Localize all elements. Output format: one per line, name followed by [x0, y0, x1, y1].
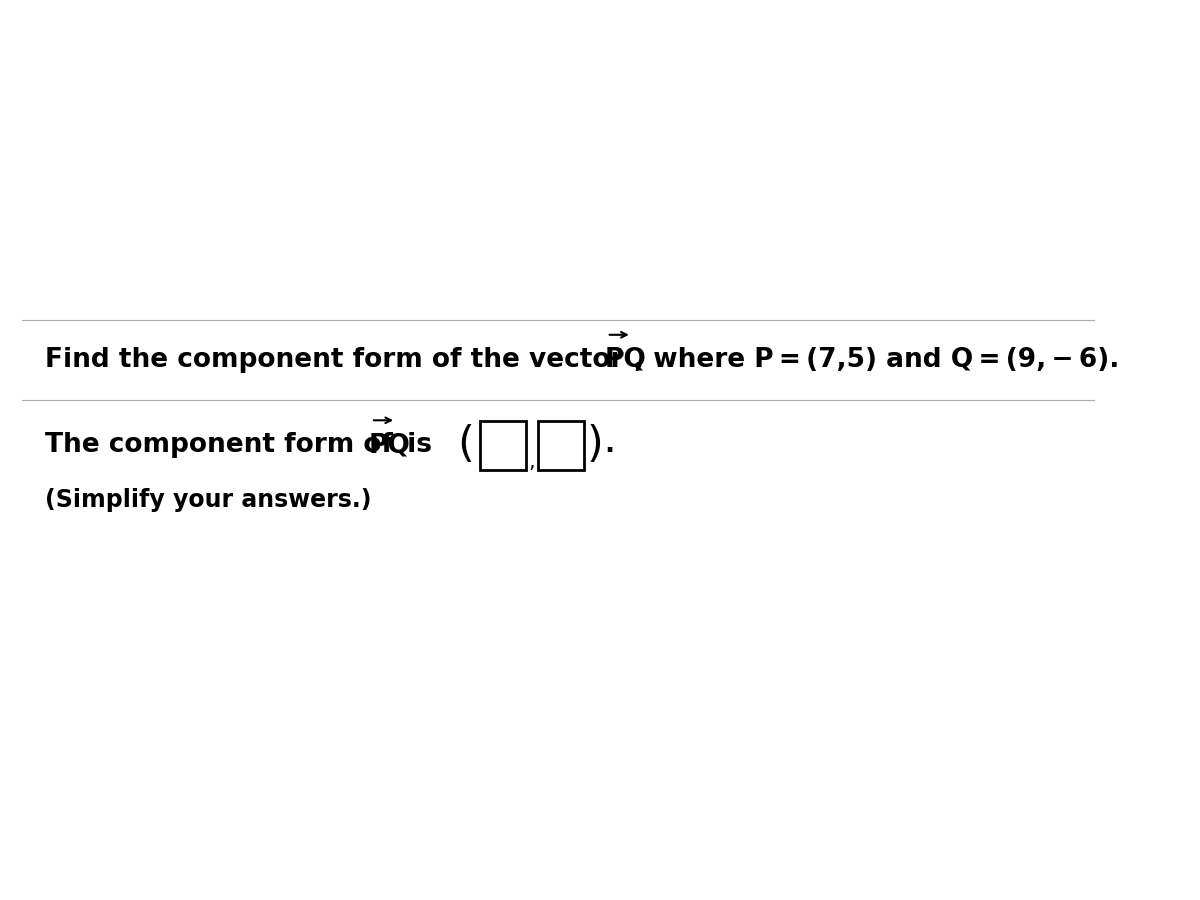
- Text: PQ: PQ: [605, 347, 647, 373]
- Bar: [480, 421, 527, 470]
- Text: (Simplify your answers.): (Simplify your answers.): [44, 488, 371, 511]
- Text: PQ: PQ: [368, 433, 410, 458]
- Text: (: (: [457, 425, 474, 466]
- Text: .: .: [605, 433, 614, 458]
- Text: Find the component form of the vector: Find the component form of the vector: [44, 347, 632, 373]
- Text: , where P = (7,5) and Q = (9, − 6).: , where P = (7,5) and Q = (9, − 6).: [634, 347, 1120, 373]
- Text: is: is: [398, 433, 442, 458]
- Bar: [538, 421, 584, 470]
- Text: The component form of: The component form of: [44, 433, 402, 458]
- Text: ,: ,: [529, 452, 535, 472]
- Text: ): ): [587, 425, 604, 466]
